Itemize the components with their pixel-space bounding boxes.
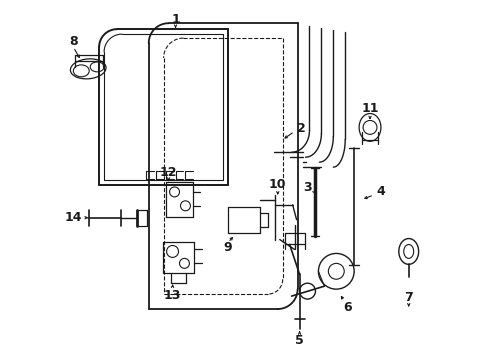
Text: 3: 3 bbox=[303, 181, 311, 194]
Text: 10: 10 bbox=[268, 179, 286, 192]
Text: 5: 5 bbox=[295, 334, 304, 347]
Text: 11: 11 bbox=[361, 102, 378, 115]
Text: 12: 12 bbox=[160, 166, 177, 179]
Text: 2: 2 bbox=[297, 122, 305, 135]
Text: 4: 4 bbox=[376, 185, 385, 198]
Text: 1: 1 bbox=[171, 13, 180, 26]
Text: 6: 6 bbox=[342, 301, 351, 314]
Text: 13: 13 bbox=[163, 289, 181, 302]
Text: 14: 14 bbox=[64, 211, 82, 224]
Text: 7: 7 bbox=[404, 291, 412, 303]
Text: 8: 8 bbox=[69, 35, 78, 48]
Text: 9: 9 bbox=[224, 241, 232, 254]
